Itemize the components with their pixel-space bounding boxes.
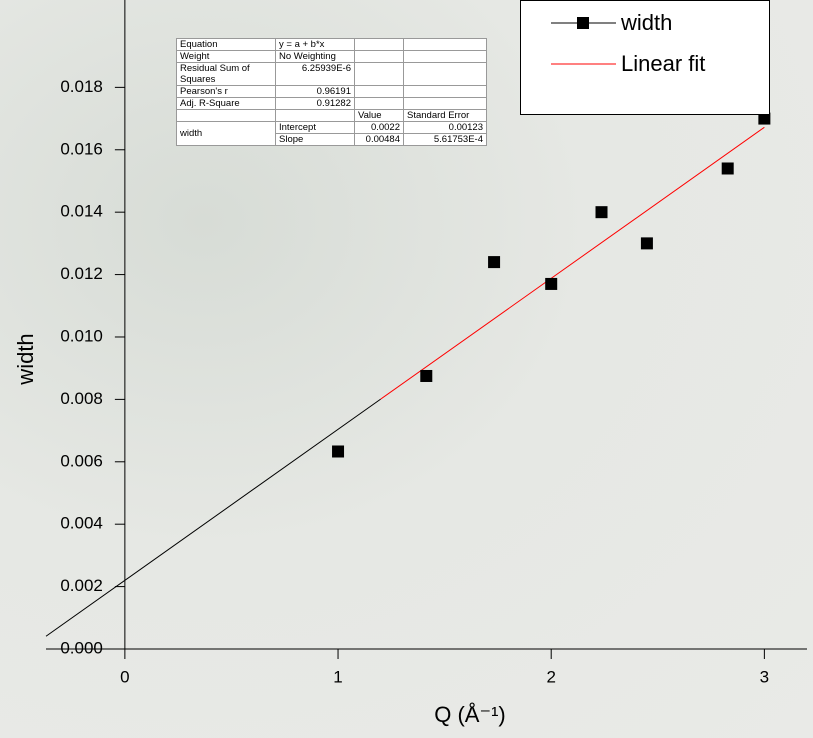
page: width Q (Å⁻¹) 0.000 0.002 0.004 0.006 0.008 0… bbox=[0, 0, 813, 738]
table-cell bbox=[404, 63, 487, 86]
legend-label: Linear fit bbox=[621, 51, 705, 76]
table-cell: 0.00123 bbox=[404, 122, 487, 134]
table-cell bbox=[276, 110, 355, 122]
y-tick-label: 0.014 bbox=[60, 202, 103, 221]
table-cell: 0.0022 bbox=[355, 122, 404, 134]
table-cell: 6.25939E-6 bbox=[276, 63, 355, 86]
y-tick-label: 0.008 bbox=[60, 389, 103, 408]
table-cell bbox=[404, 51, 487, 63]
x-tick-label: 0 bbox=[120, 667, 129, 686]
table-cell bbox=[355, 39, 404, 51]
x-tick-label: 3 bbox=[760, 667, 769, 686]
y-tick-label: 0.012 bbox=[60, 264, 103, 283]
table-cell: 0.00484 bbox=[355, 134, 404, 146]
point bbox=[722, 162, 734, 174]
table-cell bbox=[177, 110, 276, 122]
y-tick-label: 0.002 bbox=[60, 576, 103, 595]
table-cell bbox=[355, 51, 404, 63]
table-cell bbox=[355, 98, 404, 110]
legend-marker bbox=[577, 17, 589, 29]
table-cell: Pearson's r bbox=[177, 86, 276, 98]
table-cell: 0.96191 bbox=[276, 86, 355, 98]
table-cell: 5.61753E-4 bbox=[404, 134, 487, 146]
table-cell: Residual Sum of Squares bbox=[177, 63, 276, 86]
point bbox=[545, 278, 557, 290]
y-tick-label: 0.004 bbox=[60, 514, 103, 533]
table-cell bbox=[404, 98, 487, 110]
table-cell: Intercept bbox=[276, 122, 355, 134]
x-tick-label: 2 bbox=[546, 667, 555, 686]
y-tick-label: 0.010 bbox=[60, 326, 103, 345]
table-cell: y = a + b*x bbox=[276, 39, 355, 51]
point bbox=[332, 445, 344, 457]
x-axis-label: Q (Å⁻¹) bbox=[434, 702, 506, 727]
y-tick-label: 0.018 bbox=[60, 77, 103, 96]
y-tick-label: 0.016 bbox=[60, 139, 103, 158]
table-cell: 0.91282 bbox=[276, 98, 355, 110]
table-cell bbox=[404, 86, 487, 98]
y-tick-label: 0.000 bbox=[60, 638, 103, 657]
point bbox=[488, 256, 500, 268]
point bbox=[420, 370, 432, 382]
table-cell: No Weighting bbox=[276, 51, 355, 63]
table-cell: width bbox=[177, 122, 276, 146]
table-cell bbox=[355, 86, 404, 98]
legend-label: width bbox=[620, 10, 672, 35]
legend-graphic: width Linear fit bbox=[521, 1, 771, 116]
table-cell: Standard Error bbox=[404, 110, 487, 122]
table-cell bbox=[404, 39, 487, 51]
y-tick-label: 0.006 bbox=[60, 451, 103, 470]
y-axis-label: width bbox=[13, 333, 38, 385]
legend: width Linear fit bbox=[520, 0, 770, 115]
point bbox=[641, 237, 653, 249]
x-tick-label: 1 bbox=[333, 667, 342, 686]
table-cell: Slope bbox=[276, 134, 355, 146]
table-cell: Value bbox=[355, 110, 404, 122]
table-cell: Adj. R-Square bbox=[177, 98, 276, 110]
point bbox=[596, 206, 608, 218]
table-cell bbox=[355, 63, 404, 86]
table-cell: Equation bbox=[177, 39, 276, 51]
fit-line bbox=[381, 127, 765, 399]
table-cell: Weight bbox=[177, 51, 276, 63]
